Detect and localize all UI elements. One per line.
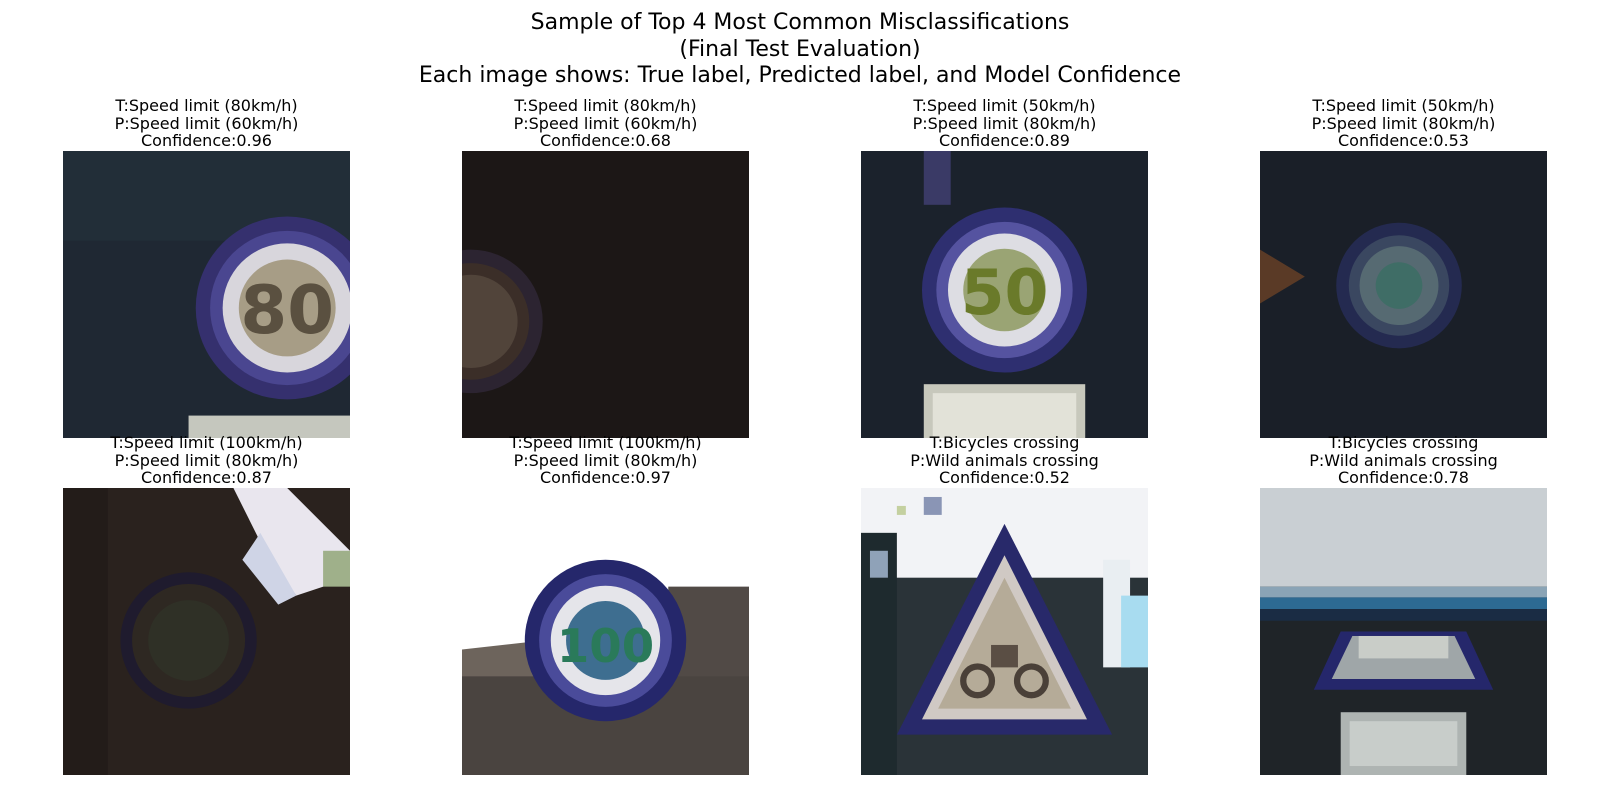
svg-text:80: 80 <box>240 271 334 349</box>
predicted-label: P:Speed limit (80km/h) <box>513 450 698 470</box>
sign-thumbnail-bicycles-crossing <box>861 488 1148 775</box>
panel-caption: T:Speed limit (50km/h) P:Speed limit (80… <box>1200 97 1600 150</box>
panel-caption: T:Speed limit (50km/h) P:Speed limit (80… <box>801 97 1208 150</box>
true-label: T:Speed limit (50km/h) <box>1312 96 1495 115</box>
true-label: T:Speed limit (100km/h) <box>509 433 702 452</box>
sign-thumbnail-speed-limit-50-dim <box>1260 151 1547 438</box>
sign-thumbnail-speed-limit-50: 50 <box>861 151 1148 438</box>
panel-caption: T:Bicycles crossing P:Wild animals cross… <box>801 434 1208 487</box>
confidence-label: Confidence:0.68 <box>540 131 671 150</box>
predicted-label: P:Speed limit (80km/h) <box>1311 113 1496 133</box>
sign-thumbnail-speed-limit-80-dark <box>462 151 749 438</box>
true-label: T:Speed limit (100km/h) <box>110 433 303 452</box>
confidence-label: Confidence:0.89 <box>939 131 1070 150</box>
true-label: T:Bicycles crossing <box>929 433 1080 452</box>
panel-caption: T:Speed limit (80km/h) P:Speed limit (60… <box>3 97 410 150</box>
predicted-label: P:Speed limit (80km/h) <box>114 450 299 470</box>
sign-thumbnail-speed-limit-100-bright: 100 <box>462 488 749 775</box>
figure-title-line-1: Sample of Top 4 Most Common Misclassific… <box>530 10 1070 35</box>
confidence-label: Confidence:0.53 <box>1338 131 1469 150</box>
panel-caption: T:Speed limit (80km/h) P:Speed limit (60… <box>402 97 809 150</box>
predicted-label: P:Speed limit (60km/h) <box>513 113 698 133</box>
confidence-label: Confidence:0.96 <box>141 131 272 150</box>
panel-caption: T:Speed limit (100km/h) P:Speed limit (8… <box>402 434 809 487</box>
true-label: T:Speed limit (50km/h) <box>913 96 1096 115</box>
panel-caption: T:Bicycles crossing P:Wild animals cross… <box>1200 434 1600 487</box>
svg-text:50: 50 <box>961 256 1048 329</box>
predicted-label: P:Wild animals crossing <box>910 450 1099 470</box>
panel-caption: T:Speed limit (100km/h) P:Speed limit (8… <box>3 434 410 487</box>
sign-thumbnail-speed-limit-80: 80 <box>63 151 350 438</box>
sign-thumbnail-speed-limit-100-dark <box>63 488 350 775</box>
predicted-label: P:Speed limit (80km/h) <box>912 113 1097 133</box>
confidence-label: Confidence:0.97 <box>540 468 671 487</box>
true-label: T:Speed limit (80km/h) <box>514 96 697 115</box>
predicted-label: P:Speed limit (60km/h) <box>114 113 299 133</box>
figure-title-line-2: (Final Test Evaluation) <box>679 36 921 62</box>
predicted-label: P:Wild animals crossing <box>1309 450 1498 470</box>
figure-title-line-3: Each image shows: True label, Predicted … <box>418 63 1182 88</box>
figure-title: Sample of Top 4 Most Common Misclassific… <box>0 10 1600 90</box>
confidence-label: Confidence:0.52 <box>939 468 1070 487</box>
confidence-label: Confidence:0.87 <box>141 468 272 487</box>
confidence-label: Confidence:0.78 <box>1338 468 1469 487</box>
true-label: T:Speed limit (80km/h) <box>115 96 298 115</box>
true-label: T:Bicycles crossing <box>1328 433 1479 452</box>
sign-thumbnail-bicycles-crossing-occluded <box>1260 488 1547 775</box>
svg-text:100: 100 <box>557 619 654 673</box>
